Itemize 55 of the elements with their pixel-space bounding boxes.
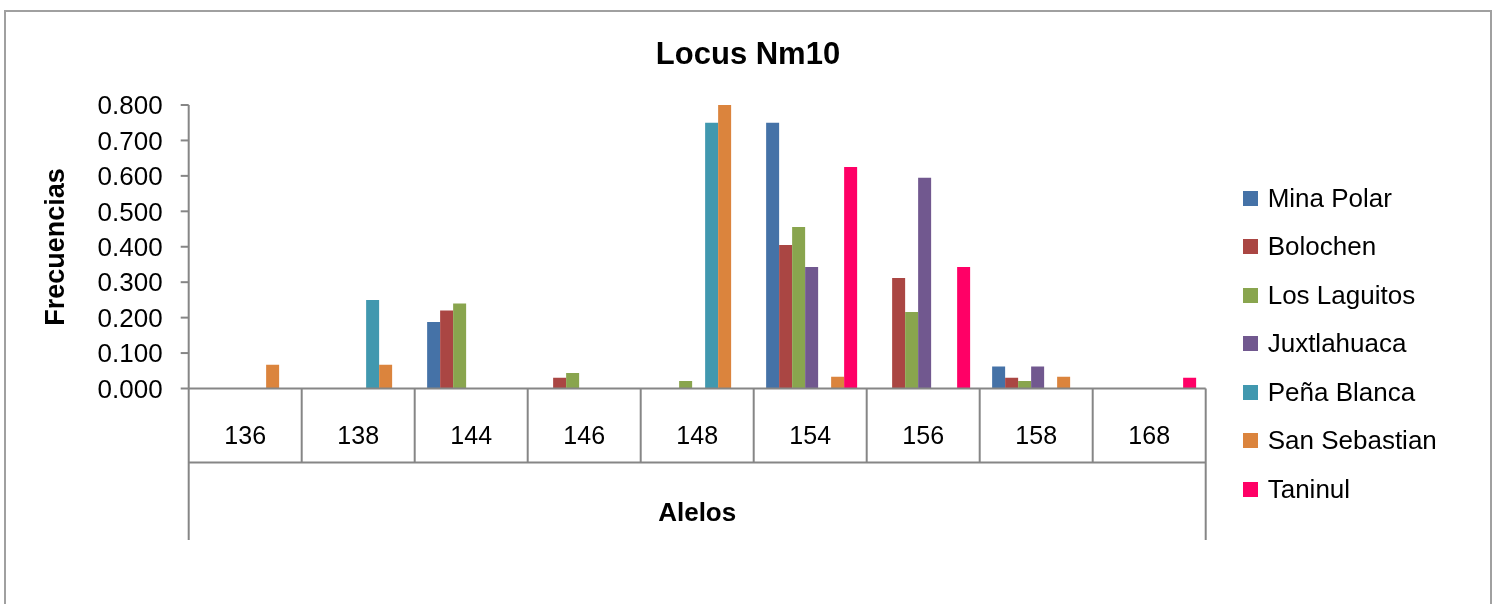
bar [679,381,693,389]
bar [266,364,280,389]
y-axis-title: Frecuencias [39,167,71,326]
x-tick-label: 146 [563,421,606,450]
bar [905,311,919,389]
y-tick-label: 0.600 [97,161,163,192]
legend-label: Peña Blanca [1267,376,1416,408]
legend-label: Bolochen [1267,231,1377,263]
bar [566,372,580,389]
bar [992,366,1006,389]
bar [779,244,793,389]
y-tick-label: 0.400 [97,231,163,262]
bar [805,266,819,389]
bar [718,105,732,389]
legend-label: Taninul [1267,473,1351,505]
legend-label: San Sebastian [1267,425,1437,457]
legend-label: Los Laguitos [1267,279,1416,311]
y-tick-label: 0.800 [97,90,163,121]
bar [1018,381,1032,389]
y-tick-label: 0.100 [97,338,163,369]
chart-title: Locus Nm10 [654,36,842,72]
x-tick-label: 156 [902,421,945,450]
bar [1031,366,1045,389]
y-tick-label: 0.000 [97,373,163,404]
bar [366,299,380,389]
bar [831,376,845,389]
bar [379,364,393,389]
bar [705,122,719,389]
y-tick-label: 0.300 [97,267,163,298]
bar [427,321,441,389]
x-axis-title: Alelos [657,497,738,528]
x-tick-label: 154 [789,421,832,450]
x-tick-label: 136 [224,421,267,450]
legend-label: Juxtlahuaca [1267,328,1407,360]
bar [440,310,454,389]
bar [918,177,932,389]
x-tick-label: 158 [1015,421,1058,450]
bar [844,167,858,389]
bar [453,303,467,389]
x-tick-label: 144 [450,421,493,450]
x-tick-label: 138 [337,421,380,450]
bar [892,277,906,389]
x-tick-label: 148 [676,421,719,450]
bar [792,226,806,389]
bar [1057,376,1071,389]
y-tick-label: 0.500 [97,196,163,227]
bar [766,122,780,389]
y-tick-label: 0.200 [97,302,163,333]
legend-label: Mina Polar [1267,182,1392,214]
bar [1183,377,1197,389]
bar [957,266,971,389]
x-tick-label: 168 [1128,421,1171,450]
y-tick-label: 0.700 [97,125,163,156]
bar [1005,377,1019,389]
bar [553,377,567,389]
